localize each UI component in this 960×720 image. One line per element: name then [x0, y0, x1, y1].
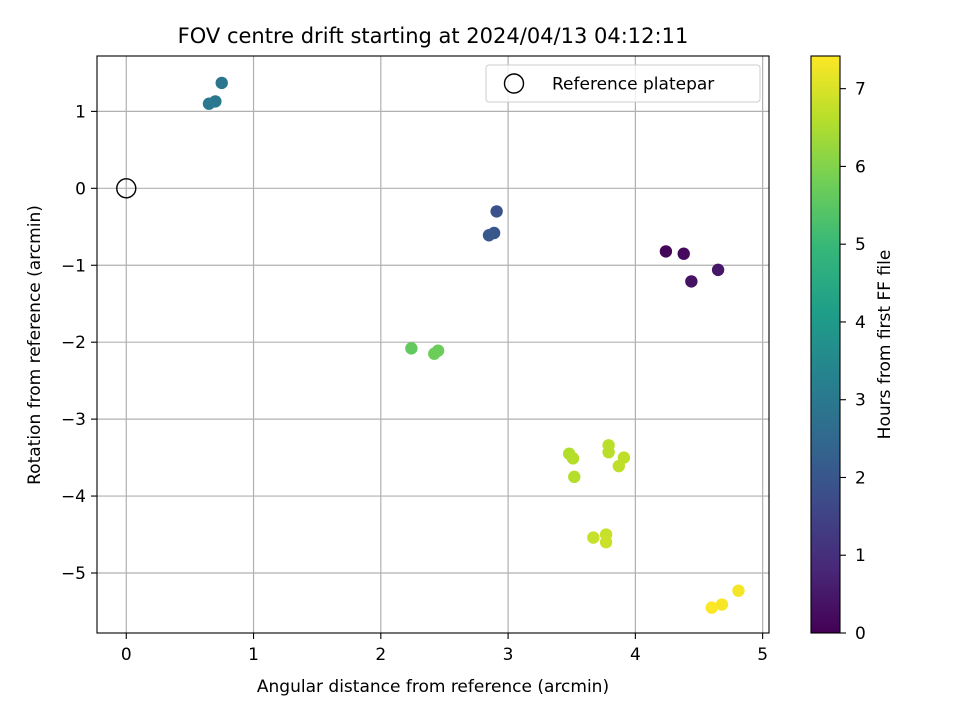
- data-point: [587, 531, 600, 544]
- data-point: [215, 76, 228, 90]
- legend-entry-reference-platepar: Reference platepar: [552, 75, 714, 95]
- colorbar-gradient: [810, 55, 841, 634]
- legend-box: [485, 64, 761, 103]
- x-axis-label: Angular distance from reference (arcmin): [257, 677, 609, 697]
- data-point: [568, 470, 581, 484]
- y-tick-label: −4: [61, 487, 86, 507]
- y-tick-label: −2: [61, 333, 86, 353]
- data-point: [732, 584, 745, 597]
- data-point: [705, 601, 718, 614]
- grid-lines: [97, 56, 769, 633]
- data-point: [405, 342, 418, 355]
- data-points: [202, 76, 745, 614]
- colorbar-tick-label: 6: [855, 157, 866, 177]
- plot-frame: [96, 55, 770, 634]
- data-point: [685, 275, 698, 288]
- data-point: [612, 459, 626, 473]
- data-point: [202, 97, 216, 110]
- data-point: [482, 229, 496, 242]
- x-axis-ticks: 0 1 2 3 4 5: [121, 633, 768, 665]
- x-tick-label: 2: [375, 645, 386, 665]
- data-point: [715, 598, 729, 611]
- colorbar-ticks: 0 1 2 3 4 5 6 7: [840, 80, 866, 644]
- data-point: [566, 452, 580, 465]
- colorbar-tick-label: 5: [855, 235, 866, 255]
- x-tick-label: 0: [121, 645, 132, 665]
- y-tick-label: −3: [61, 410, 86, 430]
- y-tick-label: 0: [75, 179, 86, 199]
- y-tick-label: 1: [75, 102, 86, 122]
- colorbar-tick-label: 7: [855, 80, 866, 100]
- y-axis-ticks: 1 0 −1 −2 −3 −4 −5: [61, 102, 97, 584]
- data-point: [677, 247, 690, 260]
- data-point: [711, 263, 725, 277]
- data-point: [659, 245, 673, 258]
- y-tick-label: −1: [61, 256, 86, 276]
- x-tick-label: 3: [503, 645, 514, 665]
- colorbar-label: Hours from first FF file: [875, 250, 895, 440]
- colorbar: 0 1 2 3 4 5 6 7 Hours from first FF file: [810, 55, 895, 644]
- chart-title: FOV centre drift starting at 2024/04/13 …: [178, 24, 689, 48]
- colorbar-tick-label: 1: [855, 546, 866, 566]
- colorbar-tick-label: 3: [855, 391, 866, 411]
- data-point: [602, 446, 615, 459]
- colorbar-tick-label: 4: [855, 313, 866, 333]
- y-axis-label: Rotation from reference (arcmin): [25, 205, 45, 485]
- colorbar-tick-label: 0: [855, 624, 866, 644]
- x-tick-label: 5: [757, 645, 768, 665]
- data-point: [490, 205, 503, 218]
- x-tick-label: 1: [248, 645, 259, 665]
- legend-marker-open-circle: [503, 73, 525, 94]
- reference-marker-layer: [116, 178, 137, 199]
- reference-platepar-marker: [116, 178, 137, 199]
- x-tick-label: 4: [630, 645, 641, 665]
- colorbar-tick-label: 2: [855, 468, 866, 488]
- y-tick-label: −5: [61, 564, 86, 584]
- data-point: [599, 536, 613, 549]
- legend: Reference platepar: [485, 64, 761, 103]
- data-point: [428, 347, 441, 360]
